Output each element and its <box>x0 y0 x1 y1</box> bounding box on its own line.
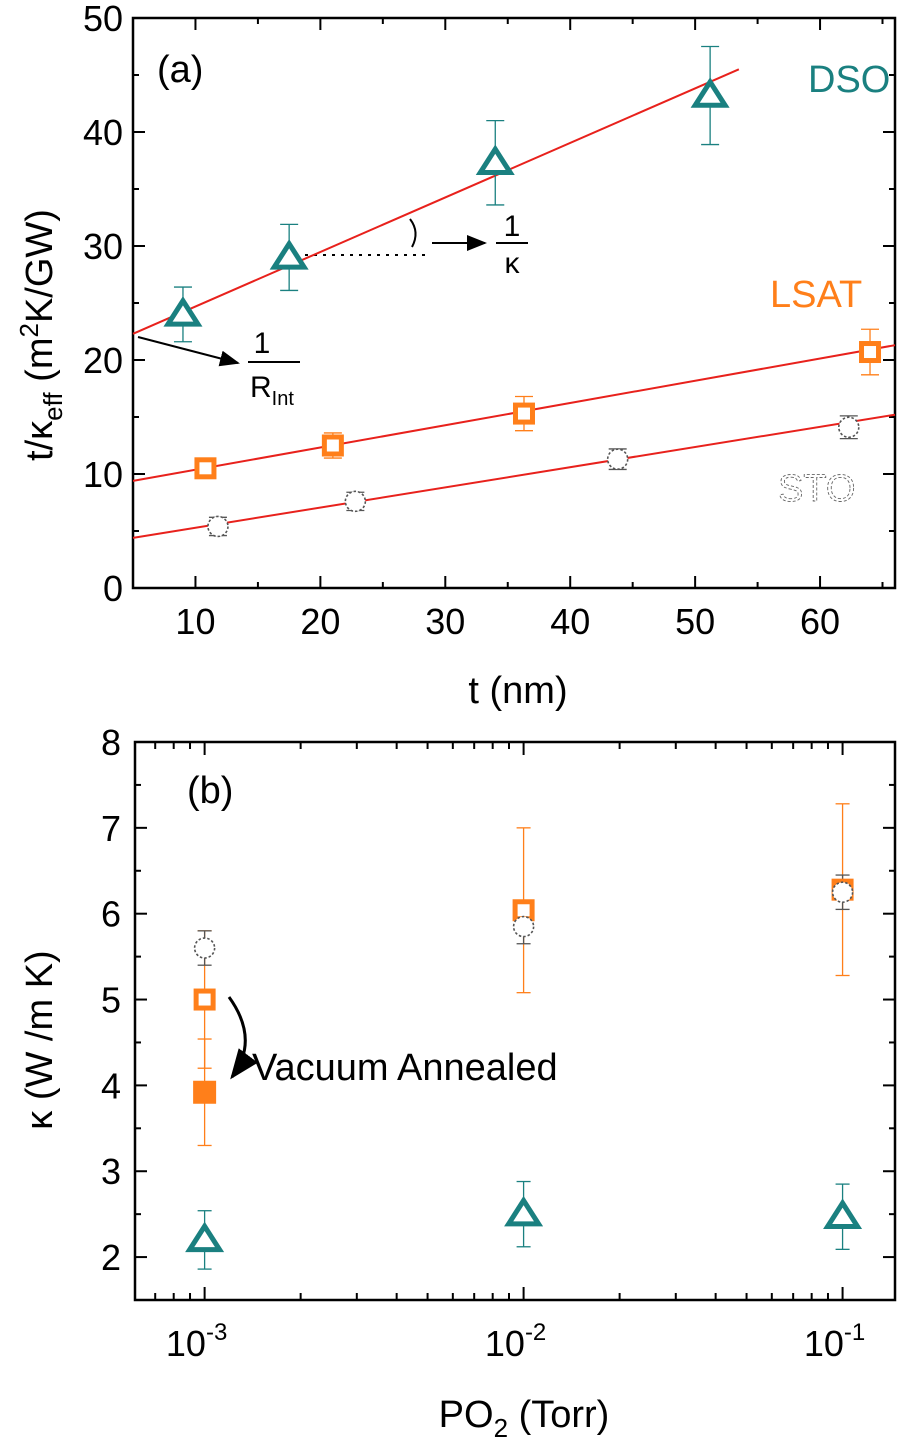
y-tick-label: 5 <box>101 980 121 1021</box>
sto-point <box>344 490 367 513</box>
sto-point <box>512 915 535 938</box>
x-tick-label: 10 <box>175 601 215 642</box>
dso-point <box>163 296 203 327</box>
sto-point <box>831 881 854 904</box>
x-title-sub: 2 <box>494 1413 508 1443</box>
y-tick-label: 3 <box>101 1151 121 1192</box>
x-tick-label: 10-3 <box>166 1319 227 1364</box>
rint-numerator: 1 <box>254 327 271 360</box>
tick-base: 10 <box>804 1323 844 1364</box>
tick-exponent: -1 <box>844 1319 865 1346</box>
sto-point <box>193 937 216 959</box>
x-tick-label: 30 <box>425 601 465 642</box>
panel-b-y-axis-title: κ (W /m K) <box>19 950 61 1129</box>
fit-line-dso <box>132 68 740 335</box>
y-tick-label: 40 <box>83 112 123 153</box>
x-tick-label: 10-1 <box>804 1319 865 1364</box>
y-tick-label: 50 <box>83 0 123 39</box>
kappa-denominator: κ <box>505 247 521 280</box>
tick-base: 10 <box>166 1323 206 1364</box>
sto-point <box>837 416 860 439</box>
panel-a-y-axis-title: t/κeff (m2K/GW) <box>14 209 68 461</box>
lsat-point <box>512 402 535 425</box>
lsat-point <box>859 341 882 364</box>
y-title-unit-sup: 2 <box>14 323 44 337</box>
panel-a-label: (a) <box>157 49 203 91</box>
panel-b-x-axis-title: PO2 (Torr) <box>439 1394 610 1443</box>
panel-a-x-axis-title: t (nm) <box>468 670 567 712</box>
panel-b: (b) PO2 (Torr) κ (W /m K) Vacuum Anneale… <box>19 722 897 1443</box>
rint-arrow <box>137 336 240 367</box>
tick-base: 10 <box>485 1323 525 1364</box>
y-tick-label: 0 <box>103 568 123 609</box>
x-title-post: (Torr) <box>508 1394 609 1436</box>
rint-denominator: RInt <box>250 371 294 410</box>
y-tick-label: 20 <box>83 340 123 381</box>
y-title-sub: eff <box>38 392 68 421</box>
vacuum-annealed-label: Vacuum Annealed <box>252 1047 558 1089</box>
sto-label: STO <box>778 468 855 510</box>
dso-point <box>269 239 309 270</box>
x-tick-label: 60 <box>800 601 840 642</box>
y-tick-label: 6 <box>101 894 121 935</box>
panel-a: (a) t (nm) t/κeff (m2K/GW) DSO LSAT STO … <box>14 0 897 712</box>
fit-line-sto <box>132 413 896 539</box>
panel-b-plot-frame <box>133 740 897 1302</box>
y-title-unit-pre: (m <box>19 338 61 393</box>
kappa-angle-arc <box>409 218 417 248</box>
lsat-point <box>193 988 216 1011</box>
tick-exponent: -3 <box>206 1319 227 1346</box>
dso-point <box>690 77 730 108</box>
panel-b-label: (b) <box>187 770 233 812</box>
sto-point <box>207 515 229 538</box>
rint-r: R <box>250 371 272 404</box>
dso-point <box>185 1221 225 1253</box>
x-title-main: PO <box>439 1394 494 1436</box>
y-title-unit-post: K/GW) <box>19 209 61 323</box>
y-tick-label: 30 <box>83 226 123 267</box>
rint-subscript: Int <box>272 388 295 410</box>
annealed-arrow <box>227 996 258 1080</box>
x-tick-label: 10-2 <box>485 1319 546 1364</box>
sto-point <box>606 448 629 470</box>
y-tick-label: 8 <box>101 722 121 763</box>
dso-point <box>504 1195 544 1227</box>
lsat-annealed-point <box>193 1080 217 1104</box>
tick-exponent: -2 <box>525 1319 546 1346</box>
lsat-point <box>321 434 344 457</box>
dso-point <box>823 1198 863 1229</box>
x-tick-label: 40 <box>550 601 590 642</box>
kappa-numerator: 1 <box>504 210 521 243</box>
kappa-annotation: 1 κ <box>305 210 528 280</box>
y-tick-label: 4 <box>101 1065 121 1106</box>
dso-label: DSO <box>808 59 890 101</box>
x-tick-label: 20 <box>300 601 340 642</box>
y-tick-label: 10 <box>83 454 123 495</box>
dso-point <box>475 144 515 176</box>
lsat-label: LSAT <box>770 274 862 316</box>
x-tick-label: 50 <box>675 601 715 642</box>
lsat-point <box>194 457 217 480</box>
y-tick-label: 7 <box>101 808 121 849</box>
y-title-main: t/κ <box>19 420 61 461</box>
rint-annotation: 1 RInt <box>137 327 300 410</box>
y-tick-label: 2 <box>101 1237 121 1278</box>
